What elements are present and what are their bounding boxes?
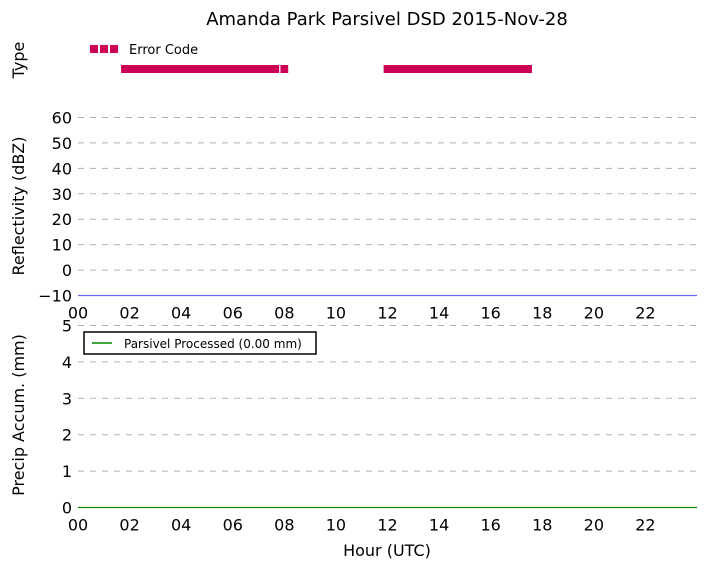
precip-x-tick-label: 12 [377, 516, 397, 535]
precip-y-tick-label: 3 [62, 389, 72, 408]
reflectivity-y-tick-label: 30 [52, 185, 72, 204]
precip-x-tick-label: 10 [326, 516, 346, 535]
precip-x-ticks: 00 02 04 06 08 10 12 14 16 18 20 22 [68, 516, 656, 535]
reflectivity-panel: −10 0 10 20 30 40 50 60 00 02 04 06 08 10 12 14 16 18 20 2… [9, 109, 697, 323]
reflectivity-x-tick-label: 02 [119, 304, 139, 323]
reflectivity-x-tick-label: 10 [326, 304, 346, 323]
type-ylabel: Type [9, 42, 28, 80]
precip-x-tick-label: 14 [429, 516, 449, 535]
reflectivity-x-tick-label: 16 [480, 304, 500, 323]
reflectivity-x-tick-label: 06 [223, 304, 243, 323]
reflectivity-y-ticks: −10 0 10 20 30 40 50 60 [38, 109, 72, 306]
precip-x-tick-label: 18 [532, 516, 552, 535]
error-code-segment-2 [280, 65, 289, 73]
type-legend: Error Code [90, 43, 198, 58]
reflectivity-x-ticks: 00 02 04 06 08 10 12 14 16 18 20 22 [68, 304, 656, 323]
reflectivity-y-tick-label: 60 [52, 109, 72, 128]
precip-legend-box [83, 331, 317, 355]
precip-legend: Parsivel Processed (0.00 mm) [83, 331, 317, 355]
precip-y-tick-label: 4 [62, 353, 72, 372]
reflectivity-x-tick-label: 04 [171, 304, 191, 323]
error-code-legend-label: Error Code [129, 43, 198, 58]
reflectivity-grid [78, 117, 697, 271]
reflectivity-y-tick-label: 50 [52, 134, 72, 153]
reflectivity-x-tick-label: 14 [429, 304, 449, 323]
precip-ylabel: Precip Accum. (mm) [9, 334, 28, 496]
reflectivity-y-tick-label: −10 [38, 287, 72, 306]
reflectivity-y-tick-label: 20 [52, 210, 72, 229]
reflectivity-y-tick-label: 10 [52, 236, 72, 255]
precip-legend-label: Parsivel Processed (0.00 mm) [124, 337, 302, 351]
precip-x-tick-label: 00 [68, 516, 88, 535]
reflectivity-x-tick-label: 08 [274, 304, 294, 323]
precip-x-tick-label: 08 [274, 516, 294, 535]
reflectivity-x-tick-label: 00 [68, 304, 88, 323]
precip-x-tick-label: 20 [584, 516, 604, 535]
reflectivity-ylabel: Reflectivity (dBZ) [9, 137, 28, 276]
precip-y-tick-label: 0 [62, 499, 72, 518]
precip-y-tick-label: 5 [62, 317, 72, 336]
x-axis-label: Hour (UTC) [343, 541, 431, 560]
error-code-legend-swatch-1 [90, 45, 98, 53]
type-panel: Type Error Code [9, 42, 532, 80]
error-code-segment-1 [121, 65, 280, 73]
precip-x-tick-label: 02 [119, 516, 139, 535]
reflectivity-y-tick-label: 40 [52, 159, 72, 178]
reflectivity-x-tick-label: 12 [377, 304, 397, 323]
error-code-legend-swatch-3 [110, 45, 118, 53]
error-code-segment-3 [383, 65, 532, 73]
chart-title: Amanda Park Parsivel DSD 2015-Nov-28 [206, 9, 568, 30]
precip-x-tick-label: 04 [171, 516, 191, 535]
reflectivity-x-tick-label: 18 [532, 304, 552, 323]
reflectivity-x-tick-label: 20 [584, 304, 604, 323]
precip-y-tick-label: 2 [62, 426, 72, 445]
precip-x-tick-label: 06 [223, 516, 243, 535]
type-segments [121, 65, 532, 73]
precip-x-tick-label: 16 [480, 516, 500, 535]
reflectivity-y-tick-label: 0 [62, 261, 72, 280]
precip-x-tick-label: 22 [635, 516, 655, 535]
reflectivity-x-tick-label: 22 [635, 304, 655, 323]
precip-y-ticks: 0 1 2 3 4 5 [62, 317, 72, 518]
precip-y-tick-label: 1 [62, 462, 72, 481]
error-code-legend-swatch-2 [100, 45, 108, 53]
